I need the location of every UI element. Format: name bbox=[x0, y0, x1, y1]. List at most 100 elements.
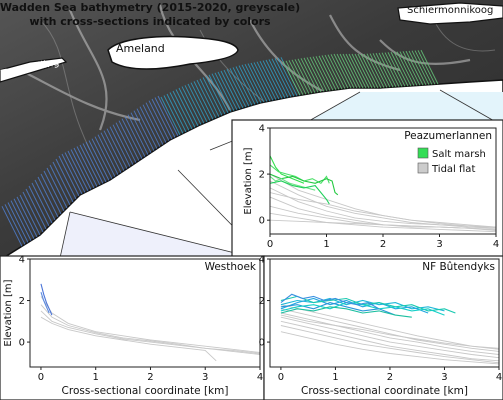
cross-section-line bbox=[342, 53, 361, 89]
tidal-channel bbox=[19, 69, 141, 122]
cross-section-line bbox=[10, 200, 32, 241]
x-tick-label: 2 bbox=[147, 372, 153, 383]
cross-section-line bbox=[175, 89, 196, 128]
cross-section-line bbox=[109, 126, 131, 167]
cross-section-line bbox=[64, 152, 86, 193]
y-tick-label: 0 bbox=[259, 216, 265, 227]
tidal-flat-line bbox=[270, 219, 496, 230]
cross-section-line bbox=[136, 108, 158, 149]
x-tick-label: 2 bbox=[380, 239, 386, 250]
cross-section-line bbox=[217, 71, 238, 111]
connector-line bbox=[69, 211, 256, 259]
legend-label: Tidal flat bbox=[431, 164, 475, 175]
cross-sections-westhoek bbox=[1, 95, 179, 247]
cross-section-line bbox=[79, 144, 101, 186]
cross-section-line bbox=[333, 53, 352, 89]
cross-section-line bbox=[70, 149, 92, 190]
salt-marsh-line bbox=[280, 293, 380, 310]
tidal-flat-line bbox=[280, 314, 499, 349]
cross-section-line bbox=[297, 58, 316, 94]
cross-section-line bbox=[16, 196, 38, 238]
x-axis-label: Cross-sectional coordinate [km] bbox=[301, 385, 468, 397]
cross-section-line bbox=[94, 136, 116, 177]
x-tick-label: 1 bbox=[332, 372, 338, 383]
y-tick-label: 4 bbox=[19, 255, 25, 266]
cross-section-line bbox=[13, 198, 35, 239]
cross-section-line bbox=[402, 51, 421, 86]
cross-sections-peazumer bbox=[282, 49, 439, 96]
peazumer-connector-shade bbox=[300, 92, 503, 126]
cross-section-line bbox=[121, 118, 143, 159]
salt-marsh-line bbox=[280, 297, 445, 312]
cross-section-line bbox=[330, 54, 349, 89]
panel-title: Peazumerlannen bbox=[404, 130, 492, 142]
cross-section-line bbox=[294, 59, 313, 94]
cross-section-line bbox=[205, 75, 226, 115]
westhoek-connector-shade bbox=[60, 212, 255, 258]
cross-section-line bbox=[357, 53, 376, 89]
tidal-flat-line bbox=[280, 331, 499, 365]
cross-section-line bbox=[321, 55, 340, 90]
x-tick-label: 4 bbox=[493, 239, 499, 250]
cross-section-line bbox=[22, 191, 44, 233]
x-tick-label: 3 bbox=[202, 372, 208, 383]
cross-section-line bbox=[202, 77, 223, 116]
cross-section-line bbox=[112, 124, 134, 165]
cross-section-line bbox=[229, 68, 250, 107]
cross-section-line bbox=[145, 102, 167, 143]
cross-section-line bbox=[396, 51, 415, 86]
cross-section-line bbox=[127, 114, 149, 155]
x-tick-label: 3 bbox=[436, 239, 442, 250]
cross-section-line bbox=[178, 87, 199, 127]
tidal-flat-line bbox=[280, 325, 499, 364]
cross-section-line bbox=[106, 128, 128, 169]
cross-section-line bbox=[160, 96, 181, 136]
cross-section-line bbox=[190, 82, 211, 121]
x-tick-label: 0 bbox=[267, 239, 273, 250]
cross-section-line bbox=[324, 54, 343, 90]
y-tick-label: 0 bbox=[259, 338, 265, 349]
x-axis-label: Cross-sectional coordinate [km] bbox=[62, 385, 229, 397]
cross-section-line bbox=[381, 52, 400, 87]
cross-section-line bbox=[271, 58, 292, 98]
y-axis-label: Elevation [m] bbox=[3, 279, 14, 346]
cross-section-line bbox=[399, 51, 418, 86]
cross-section-line bbox=[115, 122, 137, 163]
cross-section-line bbox=[181, 86, 202, 125]
cross-section-line bbox=[232, 67, 253, 106]
salt-marsh-line bbox=[40, 292, 50, 314]
cross-section-line bbox=[420, 49, 439, 85]
cross-section-line bbox=[259, 60, 280, 100]
cross-section-line bbox=[378, 52, 397, 88]
y-tick-label: 4 bbox=[259, 124, 265, 135]
cross-section-line bbox=[193, 81, 214, 120]
salt-marsh-line bbox=[280, 302, 445, 316]
cross-section-line bbox=[372, 53, 391, 88]
salt-marsh-line bbox=[280, 302, 396, 316]
cross-section-line bbox=[363, 53, 382, 89]
connector-line bbox=[59, 211, 71, 259]
cross-section-line bbox=[238, 65, 259, 104]
tidal-flat-line bbox=[280, 316, 499, 359]
cross-section-line bbox=[100, 132, 122, 173]
cross-section-line bbox=[19, 194, 41, 236]
tidal-flat-line bbox=[280, 312, 499, 355]
cross-section-line bbox=[184, 85, 205, 124]
cross-section-line bbox=[262, 60, 283, 99]
x-tick-label: 4 bbox=[257, 372, 263, 383]
salt-marsh-line bbox=[40, 283, 53, 316]
cross-section-line bbox=[124, 116, 146, 157]
tidal-flat-line bbox=[40, 304, 260, 354]
cross-section-line bbox=[61, 153, 83, 195]
cross-section-line bbox=[37, 176, 59, 218]
cross-section-line bbox=[166, 93, 187, 133]
tidal-flat-line bbox=[270, 192, 496, 229]
cross-section-line bbox=[151, 98, 173, 140]
y-tick-label: 4 bbox=[259, 255, 265, 266]
cross-section-line bbox=[73, 147, 95, 189]
panel-peazumerlannen: 0 1 2 3 4 0 2 4 Peazumerlannen Elevation [m] Salt … bbox=[231, 119, 503, 259]
cross-section-line bbox=[411, 50, 430, 85]
cross-section-line bbox=[303, 57, 322, 93]
